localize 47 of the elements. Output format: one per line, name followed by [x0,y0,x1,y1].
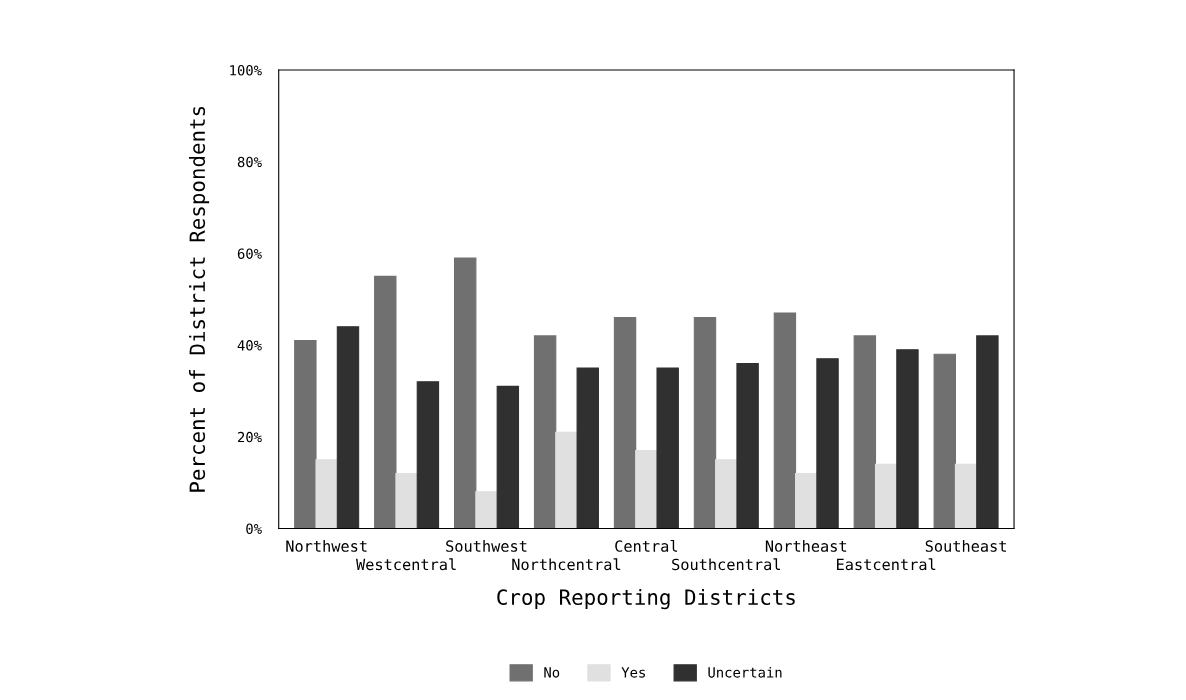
bar [954,463,978,529]
bar [576,367,599,529]
bar [933,353,956,529]
bar [315,459,338,529]
bar [475,491,498,529]
y-tick-label: 60% [237,248,262,259]
y-tick-label: 20% [237,431,262,443]
x-axis-title: Crop Reporting Districts [497,588,795,610]
x-tick-label: Southeast [925,540,1006,552]
legend-label: Yes [621,667,645,678]
bar [453,257,477,529]
y-tick-label: 40% [237,340,262,351]
bar [416,381,440,529]
bar [374,275,397,529]
bar [715,459,738,529]
y-tick-label: 100% [230,65,262,76]
bar [656,367,679,529]
x-tick-label: Northwest [286,540,367,552]
bar [336,326,360,529]
bar [853,335,877,529]
y-tick-label: 80% [237,156,262,168]
bar [896,349,919,529]
x-tick-label: Westcentral [356,558,456,571]
bar [294,339,317,529]
bar [613,317,637,529]
bar [533,335,557,529]
x-tick-label: Northeast [765,540,847,552]
bar [395,472,418,529]
y-axis-title: Percent of District Respondents [188,106,210,492]
x-tick-label: Central [615,539,678,552]
x-tick-label: Southwest [446,540,527,552]
bar [976,335,999,529]
legend-label: No [544,667,560,678]
bar [635,450,658,529]
bar [773,312,797,529]
y-tick-label: 0% [246,523,262,535]
bar [555,431,578,529]
bar [496,385,520,529]
bar [693,317,717,529]
bar [874,463,898,529]
x-tick-label: Eastcentral [837,558,936,571]
x-tick-label: Northcentral [512,558,621,571]
bar [795,472,818,529]
bar [816,358,839,529]
legend-label: Uncertain [708,666,782,678]
bar [736,362,759,529]
x-tick-label: Southcentral [672,558,780,571]
